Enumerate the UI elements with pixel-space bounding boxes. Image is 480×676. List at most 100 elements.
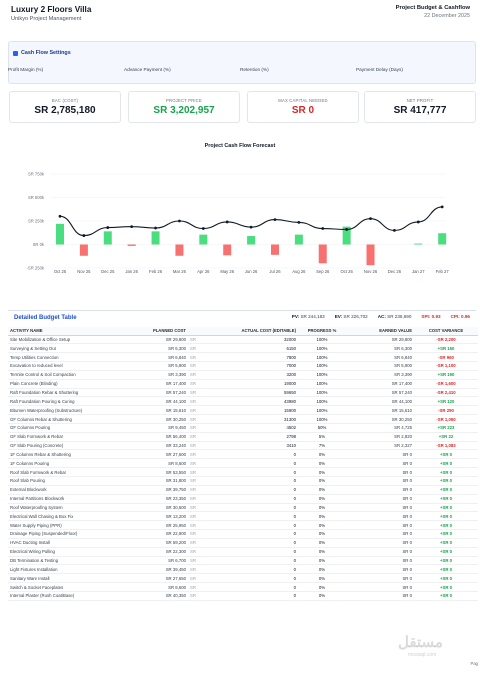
actual-cost-input[interactable]: 0 [202,556,298,566]
actual-cost-currency: SR [188,361,202,371]
planned-cost: SR 39,450 [138,564,188,575]
actual-cost-currency: SR [188,370,202,380]
actual-cost-input[interactable]: 19000 [202,379,298,389]
actual-cost-currency: SR [188,564,202,575]
table-row: Raft Foundation Rebar & Shuttering SR 57,… [8,388,478,398]
planned-cost: SR 56,400 [138,432,188,442]
actual-cost-input[interactable]: 7800 [202,352,298,363]
report-title: Project Budget & Cashflow [395,5,470,11]
actual-cost-input[interactable]: 4502 [202,423,298,433]
x-tick-label: Oct 25 [54,269,67,274]
line-point [130,225,134,229]
x-tick-label: Aug 26 [292,269,306,274]
activity-name: Roof Waterproofing System [8,503,138,513]
actual-cost-input[interactable]: 0 [202,582,298,592]
actual-cost-input[interactable]: 0 [202,485,298,495]
x-tick-label: Feb 26 [149,269,163,274]
earned-value: SR 0 [346,449,414,460]
actual-cost-input[interactable]: 3200 [202,370,298,380]
actual-cost-input[interactable]: 0 [202,467,298,477]
actual-cost-input[interactable]: 0 [202,520,298,531]
earned-value: SR 29,800 [346,335,414,345]
actual-cost-input[interactable]: 0 [202,449,298,460]
table-row: Site Mobilization & Office Setup SR 29,80… [8,335,478,345]
progress-percent: 0% [298,449,346,460]
payment-delay-label[interactable]: Payment Delay (Days) [356,67,403,72]
activity-name: 1F Columns Pouring [8,458,138,469]
actual-cost-currency: SR [188,503,202,513]
earned-value: SR 2,327 [346,441,414,451]
actual-cost-currency: SR [188,547,202,557]
actual-cost-currency: SR [188,582,202,592]
progress-percent: 0% [298,556,346,566]
actual-cost-input[interactable]: 0 [202,511,298,522]
actual-cost-currency: SR [188,405,202,416]
actual-cost-input[interactable]: 6150 [202,343,298,354]
retention-label[interactable]: Retention (%) [240,67,269,72]
actual-cost-input[interactable]: 43980 [202,396,298,407]
settings-title: Cash Flow Settings [13,50,71,56]
line-point [225,220,229,224]
cost-variance: +SR 0 [414,529,478,539]
cost-variance: +SR 0 [414,458,478,469]
line-point [440,205,444,209]
planned-cost: SR 6,300 [138,343,188,354]
actual-cost-input[interactable]: 32000 [202,335,298,345]
actual-cost-input[interactable]: 7000 [202,361,298,371]
table-row: 1F Columns Pouring SR 8,600 SR 0 0% SR 0 +SR 0 [8,458,478,469]
earned-value: SR 0 [346,503,414,513]
actual-cost-input[interactable]: 59650 [202,388,298,398]
actual-cost-input[interactable]: 0 [202,564,298,575]
advance-payment-label[interactable]: Advance Payment (%) [124,67,171,72]
actual-cost-input[interactable]: 0 [202,547,298,557]
x-tick-label: Dec 26 [388,269,402,274]
actual-cost-input[interactable]: 0 [202,476,298,486]
table-row: Termite Control & Soil Compaction SR 3,39… [8,370,478,380]
actual-cost-currency: SR [188,467,202,477]
card-label: PROJECT PRICE [165,98,203,103]
planned-cost: SR 9,450 [138,423,188,433]
progress-percent: 100% [298,379,346,389]
actual-cost-input[interactable]: 0 [202,529,298,539]
actual-cost-input[interactable]: 0 [202,573,298,584]
actual-cost-input[interactable]: 0 [202,538,298,548]
planned-cost: SR 27,600 [138,449,188,460]
actual-cost-input[interactable]: 3410 [202,441,298,451]
cash-flow-chart: SR 750k SR 500k SR 250k SR 0k -SR 250k Oct 25… [27,172,450,275]
actual-cost-input[interactable]: 2798 [202,432,298,442]
activity-name: GF Columns Pouring [8,423,138,433]
table-row: Temp Utilities Connection SR 6,840 SR 7800 1… [8,352,478,363]
bar [79,244,88,256]
card-value: SR 417,777 [393,105,447,116]
x-tick-label: Oct 26 [340,269,353,274]
actual-cost-input[interactable]: 0 [202,503,298,513]
line-point [297,221,301,224]
x-tick-label: Jan 27 [412,269,425,274]
actual-cost-input[interactable]: 0 [202,494,298,504]
actual-cost-currency: SR [188,423,202,433]
actual-cost-currency: SR [188,573,202,584]
x-tick-label: Jul 26 [269,269,281,274]
actual-cost-input[interactable]: 15900 [202,405,298,416]
activity-name: Electrical Wall Chasing & Box Fix [8,511,138,522]
progress-percent: 0% [298,520,346,531]
col-progress: PROGRESS % [298,327,346,336]
earned-value: SR 0 [346,591,414,601]
profit-margin-label[interactable]: Profit Margin (%) [8,67,44,72]
progress-percent: 100% [298,352,346,363]
planned-cost: SR 44,100 [138,396,188,407]
activity-name: Switch & Socket Faceplates [8,582,138,592]
earned-value: SR 4,725 [346,423,414,433]
table-header-row: ACTIVITY NAME PLANNED COST ACTUAL COST (… [8,327,478,336]
x-tick-label: May 26 [220,269,234,274]
actual-cost-currency: SR [188,343,202,354]
activity-name: Plain Concrete (Blinding) [8,379,138,389]
actual-cost-input[interactable]: 0 [202,591,298,601]
report-date: 22 December 2025 [424,13,470,19]
table-row: Plain Concrete (Blinding) SR 17,400 SR 1900… [8,379,478,389]
earned-value: SR 6,840 [346,352,414,363]
actual-cost-input[interactable]: 31300 [202,414,298,424]
actual-cost-input[interactable]: 0 [202,458,298,469]
table-row: Water Supply Piping (PPR) SR 25,950 SR 0 0% S… [8,520,478,531]
x-tick-label: Feb 27 [436,269,450,274]
